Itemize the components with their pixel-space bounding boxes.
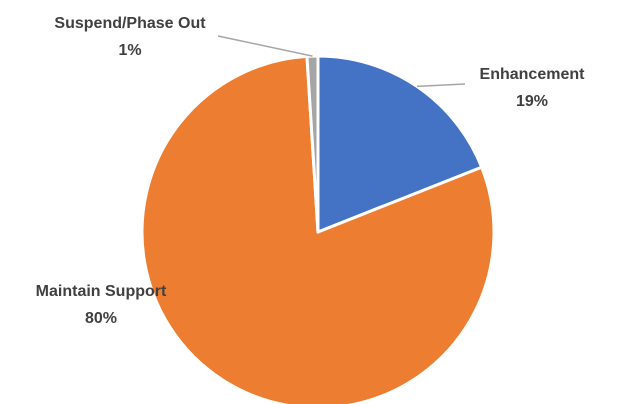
- data-label-suspend-phase-out: Suspend/Phase Out: [54, 15, 206, 32]
- leader-line-enhancement: [416, 83, 466, 88]
- data-label-maintain-support: Maintain Support: [36, 283, 167, 300]
- data-label-enhancement: Enhancement: [480, 66, 586, 83]
- data-labels: Enhancement 19% Maintain Support 80% Sus…: [36, 15, 585, 327]
- data-label-suspend-phase-out-percent: 1%: [118, 42, 141, 59]
- data-label-maintain-support-percent: 80%: [85, 310, 117, 327]
- data-label-enhancement-percent: 19%: [516, 93, 548, 110]
- leader-line-suspend-phase-out: [217, 35, 313, 57]
- pie-slices: [140, 54, 496, 404]
- leader-lines: [217, 35, 466, 88]
- pie-slice-maintain-support: [140, 54, 496, 404]
